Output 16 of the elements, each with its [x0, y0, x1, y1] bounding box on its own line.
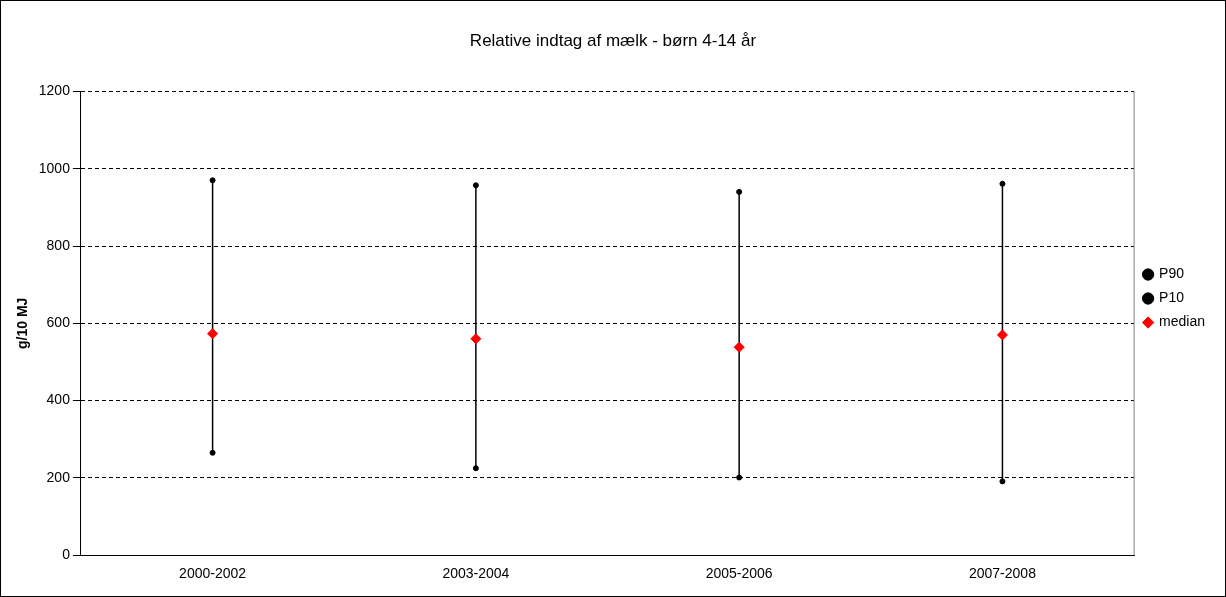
legend-label: P10	[1159, 289, 1185, 306]
x-tick-label: 2000-2002	[179, 565, 247, 582]
legend-label: median	[1159, 313, 1205, 330]
y-tick-label: 600	[46, 314, 71, 331]
chart-title: Relative indtag af mælk - børn 4-14 år	[469, 30, 757, 50]
y-tick-label: 400	[46, 391, 71, 408]
y-tick-label: 0	[62, 546, 71, 563]
x-tick-label: 2005-2006	[705, 565, 773, 582]
y-tick-label: 800	[46, 236, 71, 253]
x-tick-label: 2003-2004	[442, 565, 510, 582]
y-tick-label: 200	[46, 468, 71, 485]
y-tick-label: 1200	[38, 82, 71, 99]
y-tick-label: 1000	[38, 159, 71, 176]
legend-label: P90	[1159, 265, 1185, 282]
y-axis-title: g/10 MJ	[14, 297, 31, 349]
x-tick-label: 2007-2008	[968, 565, 1037, 582]
